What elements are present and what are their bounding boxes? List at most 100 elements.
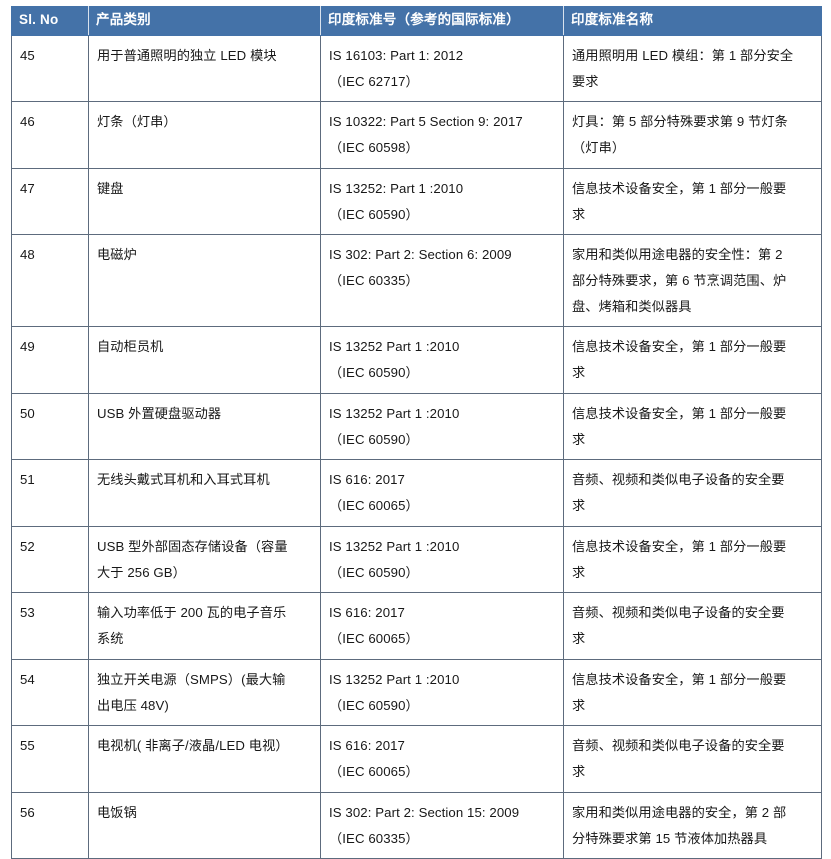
standard-name-line: 要求 [572, 73, 599, 89]
sl-no-text: 50 [20, 405, 35, 421]
standard-name-line: 音频、视频和类似电子设备的安全要 [572, 738, 785, 754]
cell-sl-no: 55 [11, 725, 89, 793]
table-row: 53 输入功率低于 200 瓦的电子音乐 系统 IS 616: 2017 （IE… [11, 592, 822, 660]
standard-no-line: IS 616: 2017 [329, 738, 405, 754]
standard-name-line: 信息技术设备安全，第 1 部分一般要 [572, 405, 787, 421]
standard-name-line: 求 [572, 631, 586, 647]
product-line: 独立开关电源（SMPS）(最大输 [97, 671, 286, 687]
cell-standard-number: IS 13252: Part 1 :2010 （IEC 60590） [320, 167, 564, 236]
page-root: Sl. No 产品类别 印度标准号（参考的国际标准） 印度标准名称 45 用于普… [11, 6, 822, 859]
standard-no-line: IS 616: 2017 [329, 605, 405, 621]
sl-no-text: 51 [20, 472, 35, 488]
standard-name-line: 盘、烤箱和类似器具 [572, 298, 692, 314]
sl-no-text: 45 [20, 47, 35, 63]
table-row: 56 电饭锅 IS 302: Part 2: Section 15: 2009 … [11, 791, 822, 859]
product-line: 灯条（灯串） [97, 114, 177, 130]
standard-no-line: （IEC 60598） [329, 140, 419, 156]
table-body: 45 用于普通照明的独立 LED 模块 IS 16103: Part 1: 20… [11, 34, 822, 859]
cell-standard-number: IS 10322: Part 5 Section 9: 2017 （IEC 60… [320, 101, 564, 169]
table-header: Sl. No 产品类别 印度标准号（参考的国际标准） 印度标准名称 [11, 6, 822, 36]
cell-sl-no: 49 [11, 326, 89, 394]
standard-no-line: （IEC 60590） [329, 365, 419, 381]
standard-name-line: 部分特殊要求，第 6 节烹调范围、炉 [572, 273, 787, 289]
sl-no-text: 52 [20, 538, 35, 554]
standard-no-line: （IEC 60335） [329, 273, 419, 289]
product-line: USB 型外部固态存储设备（容量 [97, 538, 288, 554]
standard-name-line: 求 [572, 498, 586, 514]
product-line: USB 外置硬盘驱动器 [97, 405, 222, 421]
standard-name-line: 通用照明用 LED 模组：第 1 部分安全 [572, 47, 794, 63]
standard-no-line: （IEC 60590） [329, 206, 419, 222]
standard-name-line: 求 [572, 206, 586, 222]
cell-standard-number: IS 616: 2017 （IEC 60065） [320, 725, 564, 793]
cell-sl-no: 45 [11, 34, 89, 103]
sl-no-text: 46 [20, 114, 35, 130]
sl-no-text: 49 [20, 339, 35, 355]
table-row: 47 键盘 IS 13252: Part 1 :2010 （IEC 60590）… [11, 167, 822, 236]
cell-standard-name: 通用照明用 LED 模组：第 1 部分安全 要求 [563, 34, 822, 103]
standard-name-line: 信息技术设备安全，第 1 部分一般要 [572, 671, 787, 687]
cell-product-category: 键盘 [88, 167, 321, 236]
standard-name-line: 求 [572, 365, 586, 381]
cell-standard-number: IS 13252 Part 1 :2010 （IEC 60590） [320, 525, 564, 594]
table-row: 51 无线头戴式耳机和入耳式耳机 IS 616: 2017 （IEC 60065… [11, 459, 822, 527]
standard-name-line: 灯具：第 5 部分特殊要求第 9 节灯条 [572, 114, 788, 130]
standard-no-line: （IEC 60065） [329, 498, 419, 514]
table-row: 48 电磁炉 IS 302: Part 2: Section 6: 2009 （… [11, 234, 822, 328]
table-row: 55 电视机( 非离子/液晶/LED 电视） IS 616: 2017 （IEC… [11, 725, 822, 793]
cell-standard-name: 信息技术设备安全，第 1 部分一般要 求 [563, 392, 822, 461]
cell-standard-name: 信息技术设备安全，第 1 部分一般要 求 [563, 167, 822, 236]
product-line: 键盘 [97, 180, 124, 196]
table-row: 46 灯条（灯串） IS 10322: Part 5 Section 9: 20… [11, 101, 822, 169]
standard-name-line: 分特殊要求第 15 节液体加热器具 [572, 830, 768, 846]
standard-name-line: 求 [572, 564, 586, 580]
cell-standard-number: IS 302: Part 2: Section 6: 2009 （IEC 603… [320, 234, 564, 328]
table-row: 49 自动柜员机 IS 13252 Part 1 :2010 （IEC 6059… [11, 326, 822, 394]
product-line: 大于 256 GB） [97, 564, 186, 580]
product-line: 系统 [97, 631, 124, 647]
cell-standard-name: 信息技术设备安全，第 1 部分一般要 求 [563, 658, 822, 727]
cell-standard-name: 音频、视频和类似电子设备的安全要 求 [563, 592, 822, 660]
cell-product-category: 独立开关电源（SMPS）(最大输 出电压 48V) [88, 658, 321, 727]
standard-name-line: 求 [572, 697, 586, 713]
standard-name-line: （灯串） [572, 140, 626, 156]
table-row: 50 USB 外置硬盘驱动器 IS 13252 Part 1 :2010 （IE… [11, 392, 822, 461]
cell-standard-name: 灯具：第 5 部分特殊要求第 9 节灯条 （灯串） [563, 101, 822, 169]
cell-standard-name: 音频、视频和类似电子设备的安全要 求 [563, 459, 822, 527]
product-line: 电视机( 非离子/液晶/LED 电视） [97, 738, 289, 754]
cell-standard-name: 信息技术设备安全，第 1 部分一般要 求 [563, 326, 822, 394]
standard-name-line: 求 [572, 431, 586, 447]
standard-name-line: 音频、视频和类似电子设备的安全要 [572, 605, 785, 621]
standard-no-line: （IEC 60590） [329, 431, 419, 447]
standard-no-line: IS 16103: Part 1: 2012 [329, 47, 464, 63]
standard-no-line: IS 13252 Part 1 :2010 [329, 339, 460, 355]
standard-name-line: 信息技术设备安全，第 1 部分一般要 [572, 538, 787, 554]
cell-product-category: USB 型外部固态存储设备（容量 大于 256 GB） [88, 525, 321, 594]
indian-standards-table: Sl. No 产品类别 印度标准号（参考的国际标准） 印度标准名称 45 用于普… [11, 6, 822, 859]
sl-no-text: 54 [20, 671, 35, 687]
sl-no-text: 56 [20, 804, 35, 820]
standard-no-line: IS 13252: Part 1 :2010 [329, 180, 464, 196]
standard-no-line: IS 302: Part 2: Section 6: 2009 [329, 247, 512, 263]
sl-no-text: 55 [20, 738, 35, 754]
product-line: 输入功率低于 200 瓦的电子音乐 [97, 605, 287, 621]
standard-no-line: IS 10322: Part 5 Section 9: 2017 [329, 114, 523, 130]
cell-standard-number: IS 616: 2017 （IEC 60065） [320, 592, 564, 660]
cell-sl-no: 52 [11, 525, 89, 594]
standard-name-line: 家用和类似用途电器的安全性：第 2 [572, 247, 783, 263]
standard-name-line: 音频、视频和类似电子设备的安全要 [572, 472, 785, 488]
cell-standard-number: IS 13252 Part 1 :2010 （IEC 60590） [320, 326, 564, 394]
table-row: 54 独立开关电源（SMPS）(最大输 出电压 48V) IS 13252 Pa… [11, 658, 822, 727]
cell-sl-no: 47 [11, 167, 89, 236]
table-row: 45 用于普通照明的独立 LED 模块 IS 16103: Part 1: 20… [11, 34, 822, 103]
sl-no-text: 47 [20, 180, 35, 196]
sl-no-text: 53 [20, 605, 35, 621]
standard-no-line: （IEC 60590） [329, 697, 419, 713]
product-line: 出电压 48V) [97, 697, 169, 713]
cell-standard-name: 家用和类似用途电器的安全，第 2 部 分特殊要求第 15 节液体加热器具 [563, 791, 822, 859]
cell-standard-name: 信息技术设备安全，第 1 部分一般要 求 [563, 525, 822, 594]
cell-sl-no: 54 [11, 658, 89, 727]
cell-sl-no: 50 [11, 392, 89, 461]
standard-no-line: IS 616: 2017 [329, 472, 405, 488]
cell-standard-name: 音频、视频和类似电子设备的安全要 求 [563, 725, 822, 793]
